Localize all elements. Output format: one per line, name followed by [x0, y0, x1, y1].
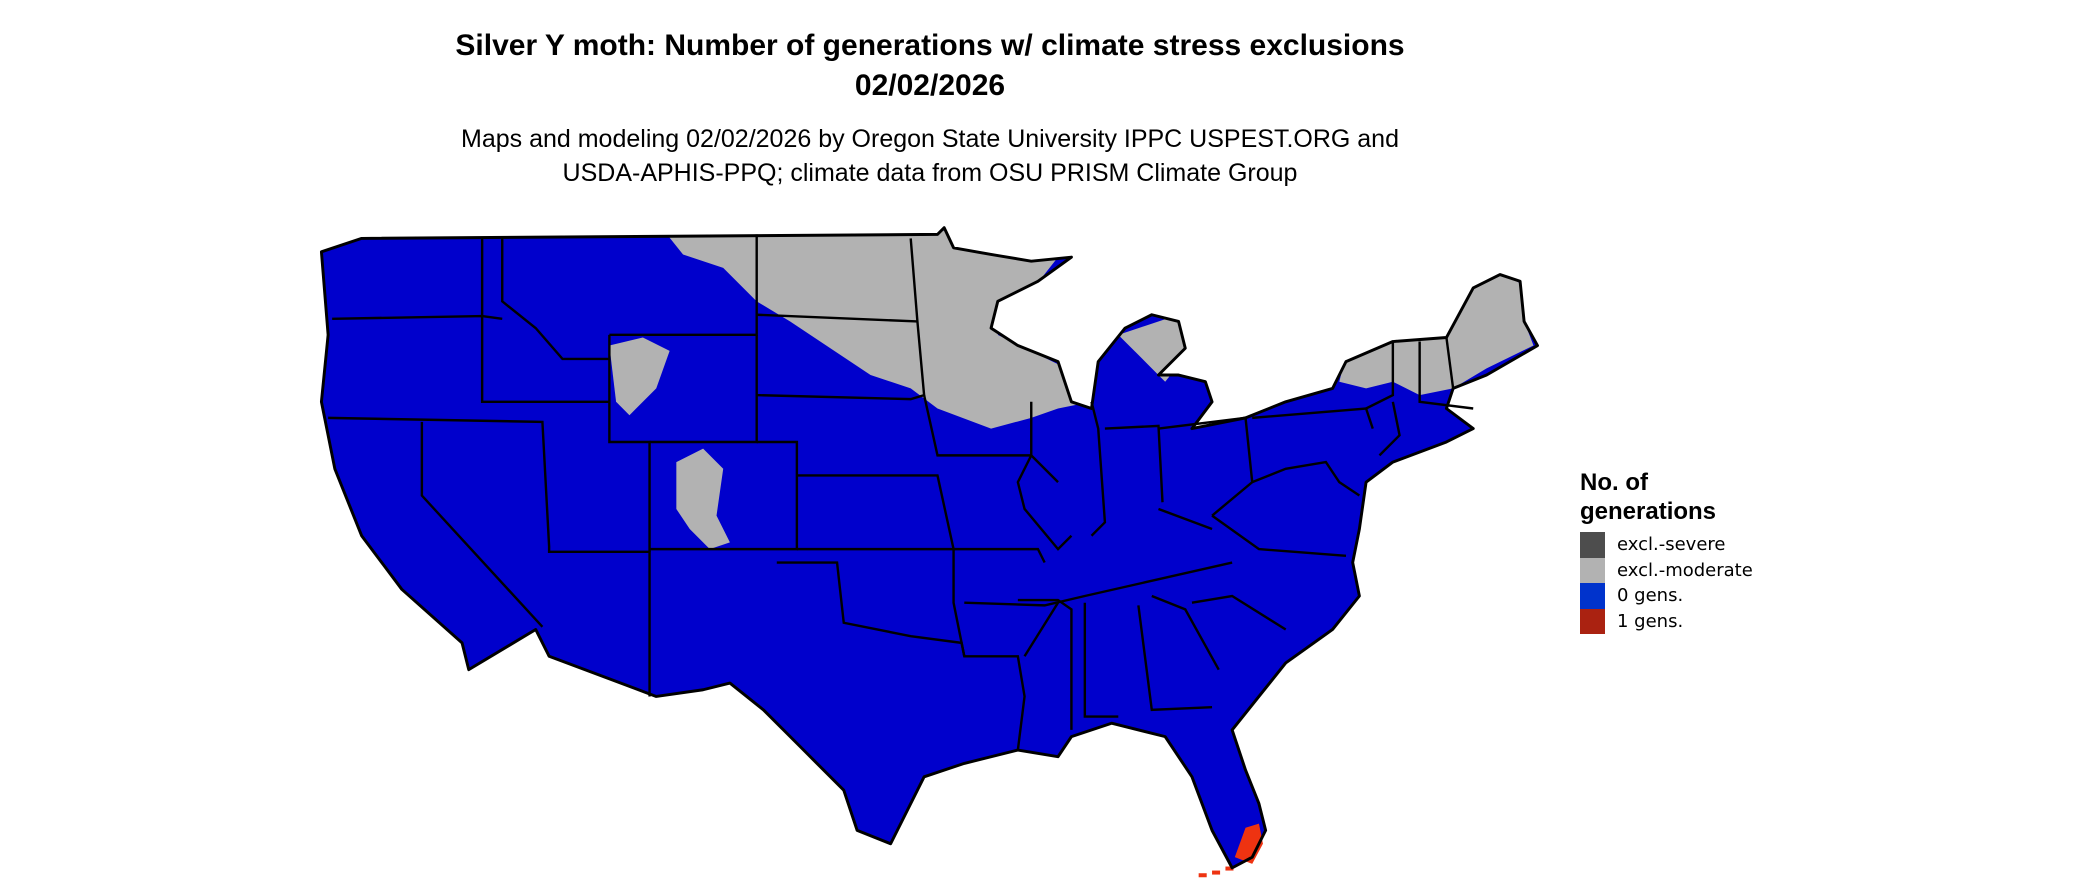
excl-moderate-wyoming-rockies [609, 337, 670, 416]
excl-moderate-northeast [1339, 271, 1534, 396]
title-date: 02/02/2026 [854, 69, 1006, 102]
florida-keys-one-gen [1198, 866, 1234, 878]
legend-item-excl-moderate: excl.-moderate [1580, 557, 1753, 583]
legend-swatch [1580, 583, 1605, 609]
legend-label: 0 gens. [1617, 585, 1684, 607]
title-line-1: Silver Y moth: Number of generations w/ … [455, 29, 1405, 62]
excl-moderate-northern-plains [666, 230, 1092, 429]
legend-item-0-gens: 0 gens. [1580, 583, 1753, 609]
map-subtitle: Maps and modeling 02/02/2026 by Oregon S… [0, 122, 1860, 190]
legend-swatch [1580, 608, 1605, 634]
florida-one-gen [1234, 823, 1263, 864]
legend-swatch [1580, 557, 1605, 583]
legend-title: No. of generations [1580, 468, 1753, 526]
state-boundaries [328, 234, 1474, 751]
legend: No. of generations excl.-severe excl.-mo… [1580, 468, 1753, 634]
legend-item-1-gens: 1 gens. [1580, 608, 1753, 634]
legend-label: excl.-severe [1617, 534, 1726, 556]
legend-item-excl-severe: excl.-severe [1580, 532, 1753, 558]
subtitle-line-2: USDA-APHIS-PPQ; climate data from OSU PR… [562, 159, 1298, 187]
legend-title-line-1: No. of [1580, 469, 1648, 496]
legend-label: excl.-moderate [1617, 559, 1753, 581]
legend-swatch [1580, 532, 1605, 558]
legend-title-line-2: generations [1580, 498, 1717, 525]
excl-moderate-colorado-rockies [676, 448, 730, 550]
us-border [319, 226, 1539, 870]
map-title: Silver Y moth: Number of generations w/ … [0, 26, 1860, 106]
legend-label: 1 gens. [1617, 610, 1684, 632]
subtitle-line-1: Maps and modeling 02/02/2026 by Oregon S… [461, 125, 1399, 153]
exclusion-regions [609, 230, 1534, 550]
